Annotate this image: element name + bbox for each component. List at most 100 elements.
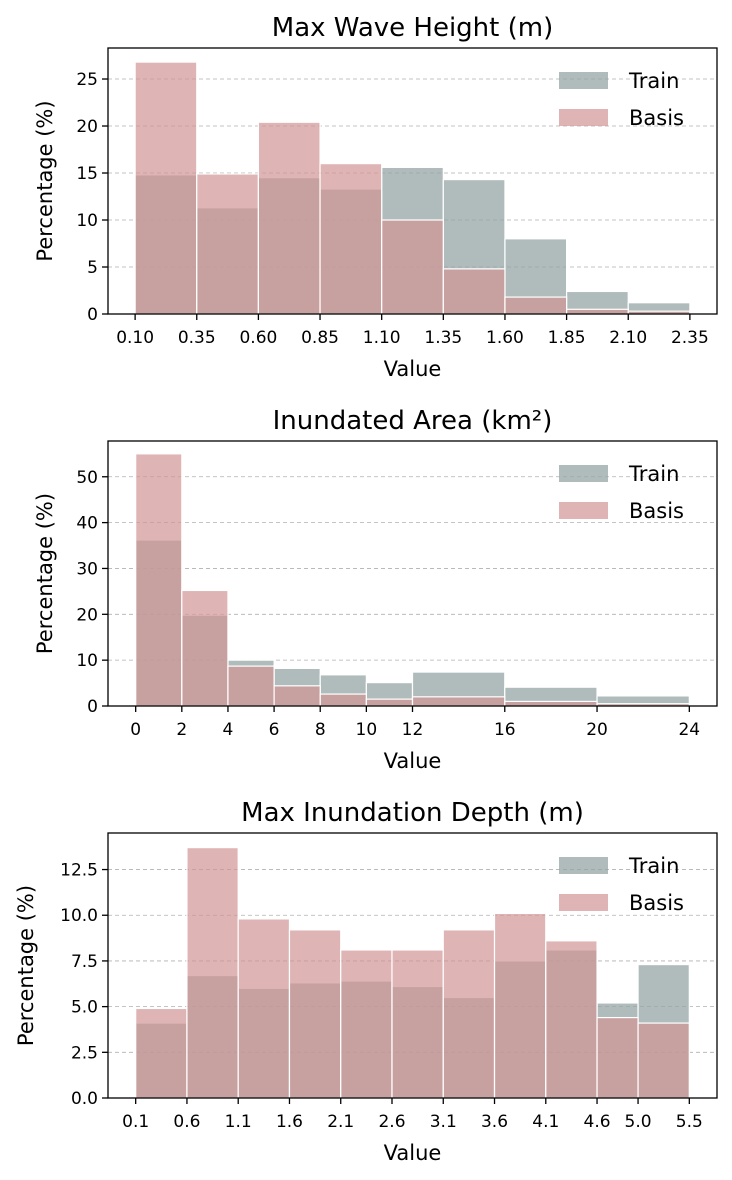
x-tick-label: 2.1 — [327, 1112, 354, 1132]
x-tick-label: 16 — [494, 720, 516, 740]
bar-basis — [493, 912, 547, 1099]
bar-basis — [442, 929, 496, 1099]
y-tick-label: 40 — [76, 514, 98, 534]
y-tick-label: 50 — [76, 468, 98, 488]
bar-basis — [135, 453, 183, 707]
y-tick-label: 7.5 — [71, 952, 98, 972]
bar-basis — [257, 121, 321, 315]
bar-basis — [381, 219, 444, 315]
y-tick-label: 2.5 — [71, 1043, 98, 1063]
x-tick-label: 1.1 — [225, 1112, 252, 1132]
bar-basis — [391, 949, 444, 1099]
legend-swatch-basis — [559, 109, 608, 126]
y-tick-label: 15 — [76, 164, 98, 184]
x-axis-label: Value — [384, 749, 442, 773]
legend-swatch-basis — [559, 502, 608, 519]
x-tick-label: 1.85 — [548, 328, 586, 348]
x-tick-label: 3.6 — [481, 1112, 508, 1132]
legend-swatch-basis — [559, 894, 608, 911]
x-tick-label: 12 — [402, 720, 424, 740]
legend-label-train: Train — [628, 462, 679, 486]
legend-label-basis: Basis — [629, 499, 684, 523]
y-axis-label: Percentage (%) — [33, 100, 57, 261]
legend-swatch-train — [559, 857, 608, 874]
x-tick-label: 0.6 — [173, 1112, 200, 1132]
x-tick-label: 20 — [586, 720, 608, 740]
legend-swatch-train — [559, 465, 608, 482]
legend-label-basis: Basis — [629, 106, 684, 130]
bar-basis — [545, 940, 598, 1099]
bar-basis — [596, 1016, 639, 1099]
bar-basis — [442, 268, 506, 315]
x-tick-label: 0.60 — [239, 328, 277, 348]
y-tick-label: 12.5 — [60, 861, 98, 881]
legend-label-basis: Basis — [629, 891, 684, 915]
x-tick-label: 0.1 — [122, 1112, 149, 1132]
x-tick-label: 8 — [315, 720, 326, 740]
x-tick-label: 0.85 — [301, 328, 339, 348]
bar-basis — [319, 693, 367, 707]
y-axis-label: Percentage (%) — [33, 493, 57, 654]
y-tick-label: 25 — [76, 70, 98, 90]
legend: Train Basis — [559, 462, 684, 523]
bar-basis — [134, 61, 198, 315]
y-tick-label: 5.0 — [71, 998, 98, 1018]
x-tick-label: 4.1 — [532, 1112, 559, 1132]
x-tick-label: 1.60 — [486, 328, 524, 348]
bar-basis — [196, 173, 260, 315]
x-axis-label: Value — [384, 357, 442, 381]
x-tick-label: 1.10 — [363, 328, 401, 348]
bar-basis — [273, 685, 321, 707]
y-tick-label: 10.0 — [60, 906, 98, 926]
legend-label-train: Train — [628, 854, 679, 878]
x-tick-label: 24 — [678, 720, 700, 740]
bar-basis — [365, 698, 414, 707]
chart-title: Max Wave Height (m) — [272, 13, 553, 43]
bar-basis — [227, 665, 275, 707]
bar-basis — [181, 589, 229, 707]
axes-frame — [107, 832, 718, 1099]
bar-basis — [411, 696, 506, 707]
y-tick-label: 10 — [76, 651, 98, 671]
chart-title: Inundated Area (km²) — [273, 406, 553, 436]
x-tick-label: 2.6 — [378, 1112, 405, 1132]
x-tick-label: 5.0 — [625, 1112, 652, 1132]
x-tick-label: 1.35 — [424, 328, 462, 348]
y-tick-label: 0 — [87, 305, 98, 325]
x-tick-label: 2.10 — [609, 328, 647, 348]
y-tick-label: 5 — [87, 258, 98, 278]
y-tick-label: 0.0 — [71, 1089, 98, 1109]
legend: Train Basis — [559, 854, 684, 915]
x-tick-label: 2.35 — [671, 328, 709, 348]
y-tick-label: 30 — [76, 559, 98, 579]
y-axis-label: Percentage (%) — [14, 885, 38, 1046]
bar-basis — [288, 929, 342, 1099]
y-tick-label: 0 — [87, 697, 98, 717]
y-tick-label: 20 — [76, 605, 98, 625]
axes-frame — [107, 47, 718, 315]
bar-basis — [504, 700, 598, 707]
x-tick-label: 6 — [269, 720, 280, 740]
x-tick-label: 0 — [130, 720, 141, 740]
bar-basis — [135, 1007, 188, 1099]
legend-swatch-train — [559, 72, 608, 89]
y-tick-label: 10 — [76, 211, 98, 231]
bar-basis — [340, 949, 393, 1099]
legend: Train Basis — [559, 69, 684, 130]
chart-1: 0 5 10 15 20 25 0.10 0.35 0.60 0.85 1.10 1.35 1.60 1.… — [33, 13, 718, 381]
x-tick-label: 2 — [176, 720, 187, 740]
bar-basis — [319, 163, 383, 315]
x-tick-label: 4 — [223, 720, 234, 740]
bar-basis — [637, 1022, 690, 1099]
x-tick-label: 10 — [356, 720, 378, 740]
bar-basis — [237, 918, 291, 1099]
bar-basis — [186, 847, 239, 1099]
bar-basis — [504, 296, 568, 315]
x-tick-label: 3.1 — [430, 1112, 457, 1132]
x-tick-label: 0.10 — [116, 328, 154, 348]
chart-3: 0.0 2.5 5.0 7.5 10.0 12.5 0.1 0.6 1.1 1.6 2.1 2.6 3.… — [14, 798, 718, 1165]
x-tick-label: 0.35 — [178, 328, 216, 348]
x-tick-label: 5.5 — [676, 1112, 703, 1132]
